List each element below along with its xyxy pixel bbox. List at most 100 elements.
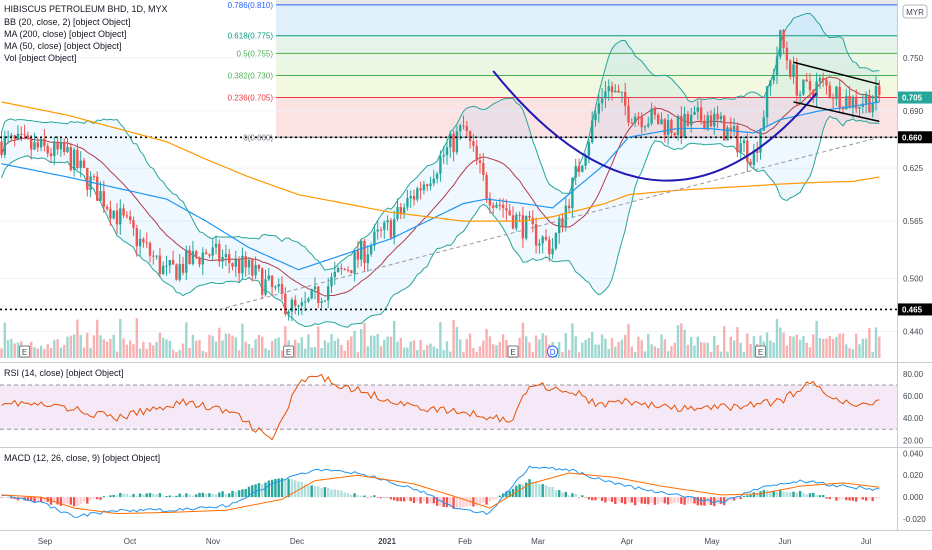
candle-body[interactable] [267,275,270,280]
candle-body[interactable] [297,305,300,307]
candle-body[interactable] [119,208,122,225]
candle-body[interactable] [449,133,452,148]
candle-body[interactable] [102,191,105,207]
candle-body[interactable] [633,116,637,123]
candle-body[interactable] [647,123,650,127]
candle-body[interactable] [600,98,604,104]
candle-body[interactable] [284,293,287,315]
candle-body[interactable] [739,143,742,153]
candle-body[interactable] [234,258,237,267]
candle-body[interactable] [581,165,584,172]
candle-body[interactable] [366,254,369,264]
candle-body[interactable] [871,102,874,113]
candle-body[interactable] [429,183,432,187]
candle-body[interactable] [165,265,168,267]
candle-body[interactable] [528,215,531,218]
candle-body[interactable] [369,245,373,255]
candle-body[interactable] [356,250,360,260]
candle-body[interactable] [82,160,86,168]
candle-body[interactable] [92,176,96,178]
candle-body[interactable] [221,257,224,262]
candle-body[interactable] [762,117,765,131]
candle-body[interactable] [746,140,749,162]
candle-body[interactable] [300,302,303,306]
candle-body[interactable] [732,126,736,130]
flag-upper-trendline[interactable] [793,61,880,86]
candle-body[interactable] [736,126,739,153]
candle-body[interactable] [244,255,247,268]
candle-body[interactable] [548,239,551,255]
candle-body[interactable] [789,60,792,77]
candle-body[interactable] [171,260,175,265]
candle-body[interactable] [419,188,422,191]
candle-body[interactable] [650,108,653,124]
candle-body[interactable] [713,113,716,127]
candle-body[interactable] [591,120,594,143]
candle-body[interactable] [426,184,429,187]
candle-body[interactable] [313,286,317,290]
rsi-line[interactable] [1,373,880,441]
candle-body[interactable] [330,277,333,287]
candle-body[interactable] [162,265,165,275]
candle-body[interactable] [3,136,6,155]
candle-body[interactable] [703,120,706,130]
candle-body[interactable] [802,79,805,95]
candle-body[interactable] [96,176,99,201]
candle-body[interactable] [564,205,567,227]
candle-body[interactable] [620,91,624,93]
candle-body[interactable] [376,229,379,232]
event-marker[interactable] [283,345,295,358]
event-marker[interactable] [547,345,559,358]
candle-body[interactable] [607,86,610,92]
candle-body[interactable] [198,257,201,265]
candle-body[interactable] [76,149,79,168]
candle-body[interactable] [399,207,402,214]
rsi-title[interactable]: RSI (14, close) [object Object] [4,368,124,378]
candle-body[interactable] [416,188,419,200]
candle-body[interactable] [643,126,647,128]
candle-body[interactable] [604,91,607,99]
candle-body[interactable] [858,106,861,109]
candle-body[interactable] [719,115,723,120]
candle-body[interactable] [389,220,393,238]
candle-body[interactable] [274,286,277,288]
indicator-legend-volume[interactable]: Vol [object Object] [4,53,77,63]
candle-body[interactable] [69,147,72,171]
candle-body[interactable] [204,252,208,255]
candle-body[interactable] [815,81,818,99]
candle-body[interactable] [247,259,251,268]
candle-body[interactable] [769,80,772,87]
candle-body[interactable] [468,131,472,142]
candle-body[interactable] [53,141,56,157]
candle-body[interactable] [346,269,350,271]
candle-body[interactable] [406,198,409,208]
candle-body[interactable] [584,155,587,166]
candle-body[interactable] [320,301,323,303]
candle-body[interactable] [181,263,185,273]
candle-body[interactable] [303,301,307,303]
candle-body[interactable] [779,30,782,57]
candle-body[interactable] [495,204,498,208]
candle-body[interactable] [72,149,76,171]
candle-body[interactable] [630,122,633,124]
indicator-legend-ma200[interactable]: MA (200, close) [object Object] [4,29,127,39]
candle-body[interactable] [30,138,33,150]
candle-body[interactable] [851,98,855,108]
candle-body[interactable] [43,138,46,146]
candle-body[interactable] [290,299,294,312]
candle-body[interactable] [772,75,775,81]
candle-body[interactable] [838,86,841,109]
candle-body[interactable] [492,205,495,208]
candle-body[interactable] [208,254,211,256]
candle-body[interactable] [663,119,666,135]
bollinger-lower[interactable] [1,115,880,328]
candle-body[interactable] [775,56,779,76]
macd-signal-line[interactable] [1,472,880,515]
candle-body[interactable] [835,86,838,99]
candle-body[interactable] [155,255,158,257]
candle-body[interactable] [624,91,627,106]
candle-body[interactable] [327,286,330,301]
candle-body[interactable] [148,243,152,256]
event-marker[interactable] [755,345,766,358]
candle-body[interactable] [640,117,643,128]
